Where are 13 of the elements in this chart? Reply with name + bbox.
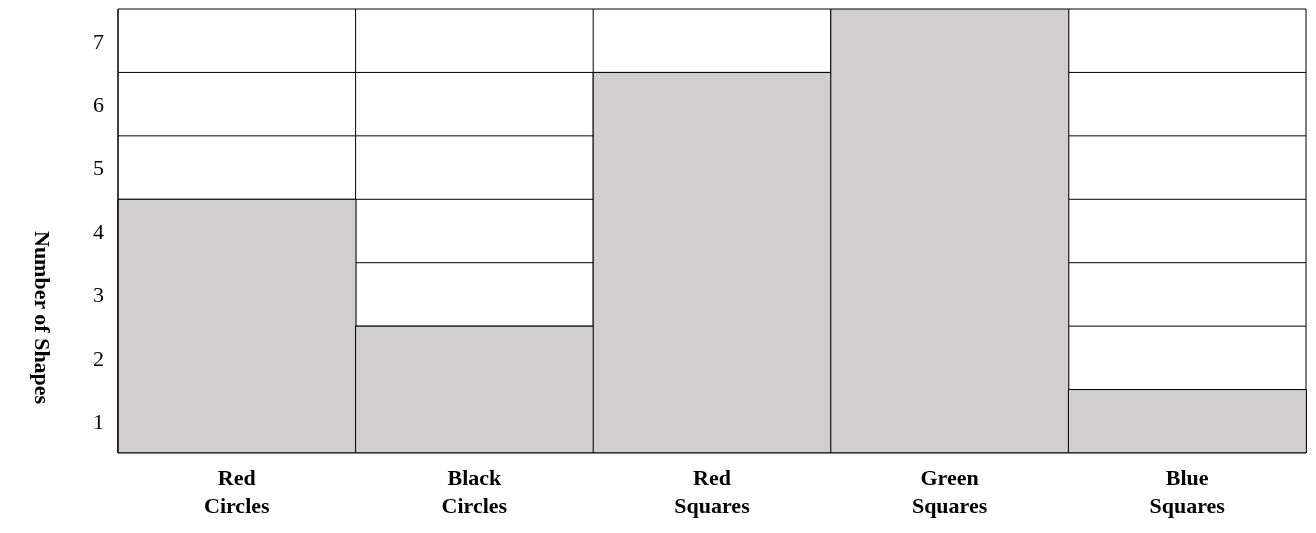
y-tick-label: 6 (93, 91, 104, 117)
y-tick-label: 1 (93, 409, 104, 435)
x-tick-label: Red Squares (674, 465, 751, 518)
x-tick-label: Black Circles (441, 465, 508, 518)
y-tick-label: 3 (93, 282, 104, 308)
x-tick-label: Blue Squares (1149, 465, 1226, 518)
y-tick-label: 7 (93, 28, 104, 54)
x-tick-label: Green Squares (911, 465, 988, 518)
y-axis-title: Number of Shapes (30, 231, 56, 405)
y-tick-label: 2 (93, 345, 104, 371)
y-tick-label: 4 (93, 218, 104, 244)
x-tick-label: Red Circles (204, 465, 271, 518)
y-tick-label: 5 (93, 155, 104, 181)
